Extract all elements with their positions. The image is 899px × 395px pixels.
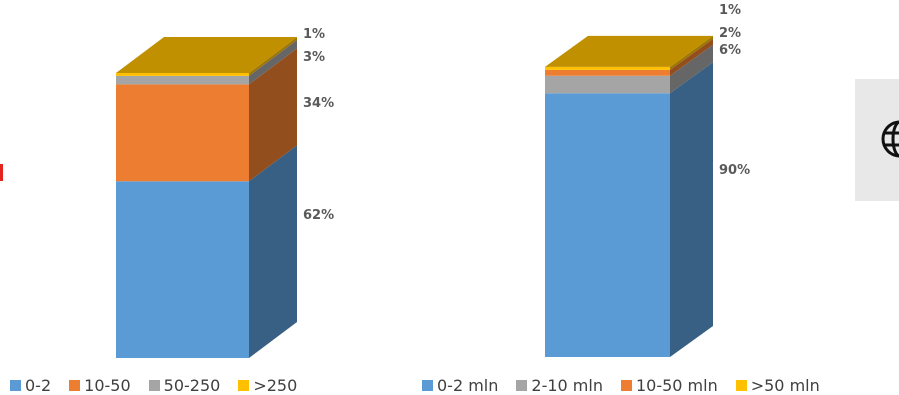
icon-panel <box>855 79 899 201</box>
legend-swatch <box>620 379 632 391</box>
legend-swatch <box>735 379 747 391</box>
chart2-data-label-1: 6% <box>719 43 741 58</box>
chart1-bar-side-3 <box>249 37 297 76</box>
legend-swatch <box>516 379 528 391</box>
chart2-bar-front-2 <box>545 69 670 76</box>
chart1-bar-side-1 <box>249 48 297 182</box>
legend-item: 0-2 <box>10 376 51 395</box>
legend-chart-2: 0-2 mln 2-10 mln 10-50 mln >50 mln <box>422 375 820 395</box>
chart1-bar-front-1 <box>116 84 249 182</box>
legend-label: >50 mln <box>750 375 820 395</box>
chart1-data-label-2: 3% <box>303 50 325 65</box>
legend-label: 50-250 <box>163 375 221 395</box>
chart2-bar-front-0 <box>545 93 670 358</box>
legend-item: 10-50 <box>69 376 131 395</box>
chart1-data-label-3: 1% <box>303 27 325 42</box>
chart2-data-label-0: 90% <box>719 163 750 178</box>
legend-label: >250 <box>253 375 298 395</box>
chart2-bar-side-2 <box>670 38 713 76</box>
chart1-data-label-1: 34% <box>303 96 334 111</box>
legend-item: 2-10 mln <box>516 376 603 395</box>
chart2-data-label-3: 1% <box>719 3 741 18</box>
legend-label: 0-2 <box>25 375 52 395</box>
red-side-mark <box>0 164 3 181</box>
chart2-bar-side-3 <box>670 35 713 70</box>
legend-item: 0-2 mln <box>422 376 498 395</box>
chart2-data-label-2: 2% <box>719 26 741 41</box>
legend-label: 10-50 mln <box>635 375 718 395</box>
legend-item: >250 <box>238 376 297 395</box>
legend-item: 10-50 mln <box>620 375 718 395</box>
legend-item: >50 mln <box>735 375 820 395</box>
legend-chart-1: 0-2 10-50 50-250 >250 <box>10 375 297 395</box>
chart1-bar-front-0 <box>116 181 249 358</box>
globe-icon <box>881 120 899 158</box>
legend-label: 0-2 mln <box>437 375 499 395</box>
chart2-bar-top <box>545 35 713 67</box>
chart1-bar-front-2 <box>116 75 249 85</box>
chart1-data-label-0: 62% <box>303 208 334 223</box>
chart1-bar-side-0 <box>249 145 297 358</box>
legend-swatch <box>10 379 21 391</box>
legend-swatch <box>148 379 160 391</box>
chart1-bar-front-3 <box>116 73 249 76</box>
legend-item: 50-250 <box>148 375 221 395</box>
chart2-bar-front-1 <box>545 75 670 94</box>
legend-label: 10-50 <box>84 375 131 395</box>
legend-swatch <box>69 379 81 391</box>
chart1-bar-top <box>116 37 297 73</box>
chart1-bar-side-2 <box>249 39 297 85</box>
chart2-bar-front-3 <box>545 66 670 70</box>
charts-canvas: 62% 34% 3% 1% 90% 6% 2% 1% <box>116 3 750 358</box>
legend-swatch <box>422 379 433 391</box>
legend-swatch <box>238 379 250 391</box>
chart2-bar-side-0 <box>670 62 713 358</box>
chart2-bar-side-1 <box>670 44 713 94</box>
legend-label: 2-10 mln <box>531 375 603 395</box>
